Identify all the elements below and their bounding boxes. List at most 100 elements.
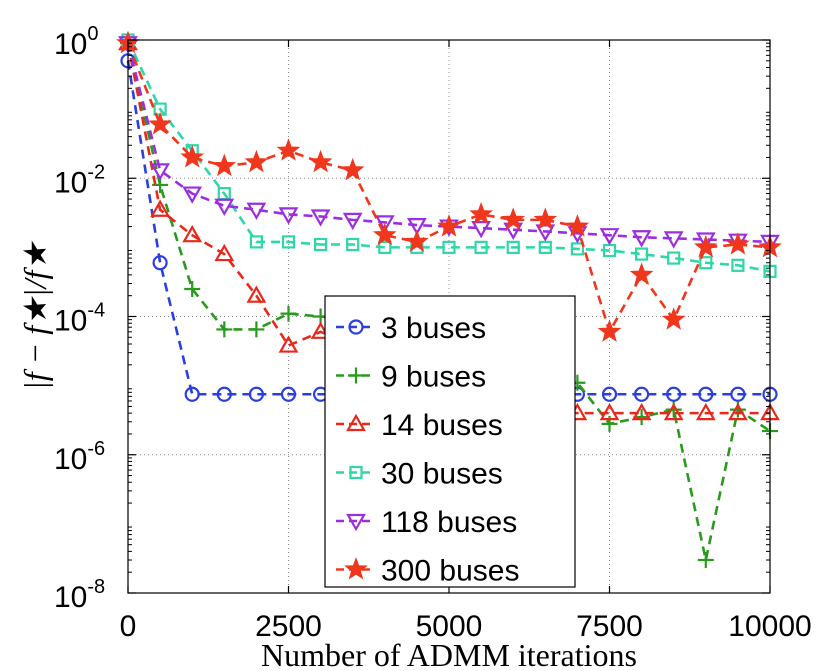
legend-label: 3 buses bbox=[381, 312, 486, 345]
data-point bbox=[214, 243, 235, 262]
data-point bbox=[182, 186, 203, 204]
legend-label: 118 buses bbox=[381, 506, 517, 539]
data-point bbox=[469, 201, 493, 225]
data-point bbox=[726, 232, 750, 255]
legend: 3 buses 9 buses 14 buses 30 buses 118 buses 3… bbox=[324, 295, 576, 588]
data-point bbox=[633, 409, 650, 426]
legend-marker bbox=[344, 557, 368, 580]
data-point bbox=[246, 285, 267, 303]
legend-marker bbox=[349, 465, 363, 480]
x-tick-labels: 0 2500 5000 7500 10000 bbox=[120, 610, 812, 643]
legend-label: 14 buses bbox=[381, 409, 503, 442]
legend-entry: 300 buses bbox=[336, 555, 519, 588]
data-point bbox=[372, 222, 397, 246]
legend-entry: 118 buses bbox=[336, 506, 517, 539]
legend-box bbox=[324, 295, 576, 588]
data-point bbox=[280, 386, 297, 402]
data-point bbox=[280, 305, 297, 322]
data-point bbox=[150, 163, 170, 181]
data-point bbox=[278, 335, 299, 353]
legend-marker bbox=[348, 319, 364, 335]
data-point bbox=[663, 231, 684, 249]
data-point bbox=[346, 237, 360, 252]
data-point bbox=[248, 386, 264, 402]
data-point bbox=[699, 256, 713, 270]
data-point bbox=[535, 224, 556, 242]
data-point bbox=[314, 237, 328, 252]
data-point bbox=[148, 112, 172, 135]
data-point bbox=[666, 386, 682, 402]
y-tick-label: 10-6 bbox=[54, 438, 105, 476]
data-point bbox=[728, 402, 748, 421]
data-point bbox=[565, 214, 590, 237]
y-tick-label: 10-4 bbox=[54, 300, 105, 338]
data-point bbox=[246, 202, 267, 220]
x-tick-label: 10000 bbox=[728, 610, 811, 643]
legend-entry: 9 buses bbox=[336, 361, 486, 394]
x-tick-label: 7500 bbox=[576, 610, 643, 643]
data-point bbox=[442, 240, 456, 254]
series-line bbox=[126, 60, 770, 396]
data-point bbox=[184, 386, 200, 402]
data-point bbox=[695, 232, 716, 250]
data-point bbox=[631, 230, 652, 248]
data-point bbox=[216, 386, 232, 402]
data-point bbox=[248, 321, 265, 338]
data-point bbox=[308, 149, 333, 173]
data-point bbox=[730, 386, 746, 402]
y-tick-label: 10-2 bbox=[54, 161, 105, 199]
data-point bbox=[180, 145, 205, 168]
data-point bbox=[152, 255, 168, 271]
data-point bbox=[693, 234, 718, 258]
y-axis-label: |f − f★|/f★ bbox=[17, 240, 53, 390]
legend-marker bbox=[348, 367, 364, 384]
data-point bbox=[276, 138, 301, 161]
data-point bbox=[437, 214, 461, 237]
data-point bbox=[601, 386, 618, 402]
data-point bbox=[599, 402, 620, 421]
data-point bbox=[631, 402, 652, 421]
axis-ticks bbox=[127, 39, 771, 594]
data-point bbox=[501, 207, 526, 230]
data-point bbox=[731, 258, 745, 272]
y-tick-label: 10-8 bbox=[54, 576, 105, 614]
data-point bbox=[533, 207, 558, 230]
data-point bbox=[407, 218, 427, 236]
series-line bbox=[126, 42, 771, 561]
data-point bbox=[374, 215, 395, 233]
series-3 bbox=[121, 33, 777, 278]
data-point bbox=[597, 319, 622, 342]
legend-label: 30 buses bbox=[381, 458, 503, 491]
data-point bbox=[340, 157, 365, 181]
data-point bbox=[538, 240, 552, 254]
data-point bbox=[249, 235, 263, 249]
data-point bbox=[474, 240, 488, 254]
x-tick-label: 5000 bbox=[416, 610, 483, 643]
data-point bbox=[244, 149, 269, 173]
legend-entry: 3 buses bbox=[336, 312, 486, 345]
data-point bbox=[698, 386, 714, 402]
data-point bbox=[310, 209, 331, 227]
data-point bbox=[184, 280, 201, 297]
legend-label: 300 buses bbox=[381, 555, 519, 588]
data-point bbox=[378, 240, 392, 254]
y-tick-label: 100 bbox=[54, 23, 99, 61]
data-point bbox=[629, 262, 654, 285]
data-point bbox=[182, 224, 203, 243]
data-point bbox=[697, 552, 714, 569]
series-line bbox=[126, 42, 771, 244]
data-point bbox=[663, 402, 684, 421]
data-point bbox=[214, 198, 235, 216]
data-point bbox=[634, 247, 649, 261]
data-point bbox=[661, 307, 686, 330]
data-point bbox=[471, 221, 491, 239]
data-point bbox=[506, 240, 520, 254]
legend-label: 9 buses bbox=[381, 361, 486, 394]
series-line bbox=[126, 42, 770, 415]
data-point bbox=[281, 235, 296, 249]
data-point bbox=[278, 207, 299, 225]
data-point bbox=[342, 212, 363, 231]
data-point bbox=[212, 153, 237, 177]
data-point bbox=[667, 251, 681, 265]
